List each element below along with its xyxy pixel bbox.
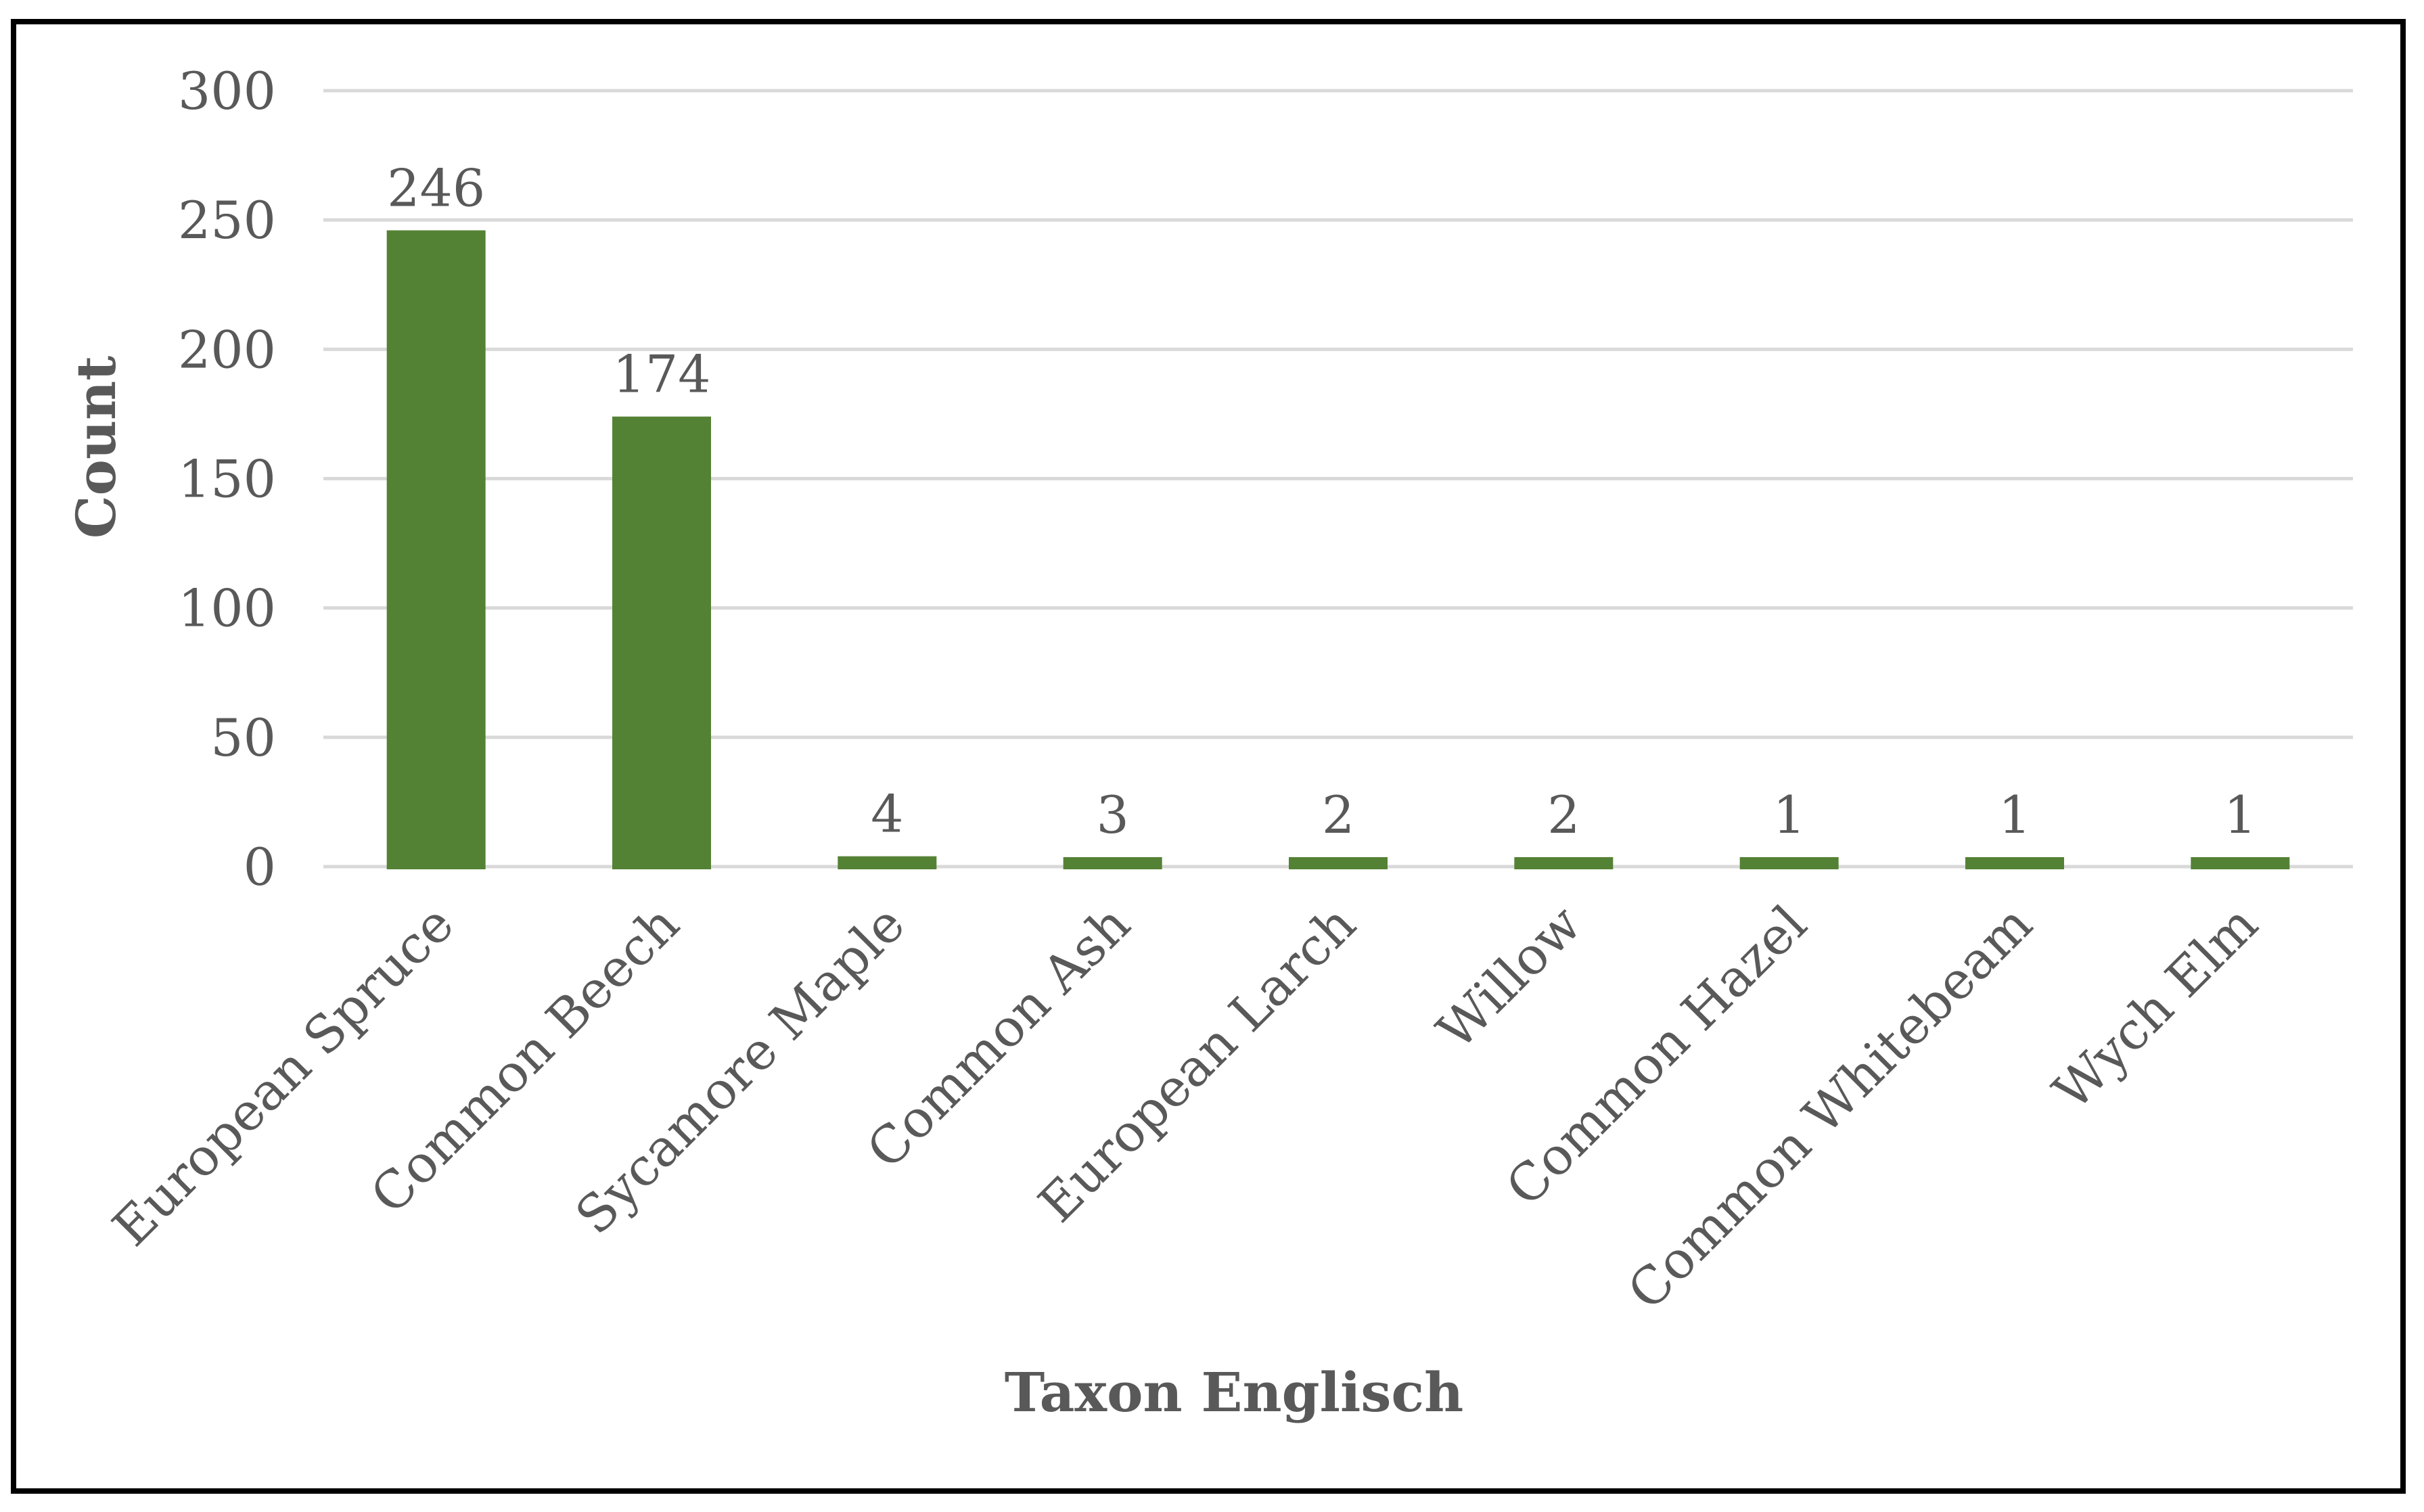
data-label: 1 (1998, 785, 2031, 845)
y-tick-label: 150 (178, 449, 276, 509)
data-label: 3 (1096, 785, 1128, 845)
bar (1739, 857, 1839, 869)
bar (2191, 857, 2290, 869)
x-tick-label: Willow (1425, 894, 1593, 1061)
bar (386, 230, 486, 870)
data-label: 2 (1322, 785, 1354, 845)
y-tick-label: 0 (244, 837, 276, 897)
y-tick-label: 300 (178, 61, 276, 121)
bar (1289, 857, 1388, 869)
y-tick-label: 250 (178, 190, 276, 250)
data-label: 2 (1547, 785, 1580, 845)
x-axis-title: Taxon Englisch (1005, 1360, 1464, 1424)
data-label: 1 (2224, 785, 2256, 845)
data-label: 4 (871, 784, 903, 844)
x-tick-label: Common Whitebeam (1616, 894, 2044, 1321)
bar (1514, 857, 1614, 869)
x-tick-label: Wych Elm (2042, 894, 2270, 1122)
data-label: 1 (1773, 785, 1805, 845)
y-tick-label: 100 (178, 578, 276, 639)
bar (1965, 857, 2064, 869)
data-label: 174 (612, 344, 710, 405)
data-label: 246 (387, 158, 485, 218)
bar (1063, 857, 1162, 869)
bar (612, 416, 711, 869)
bar (838, 856, 937, 869)
chart-frame: 0 50 100 150 200 250 300 246 174 4 3 2 2 1 1 1 Europea… (11, 19, 2406, 1494)
y-axis-title: Count (64, 356, 128, 539)
y-tick-label: 200 (178, 319, 276, 380)
y-tick-label: 50 (210, 708, 276, 768)
